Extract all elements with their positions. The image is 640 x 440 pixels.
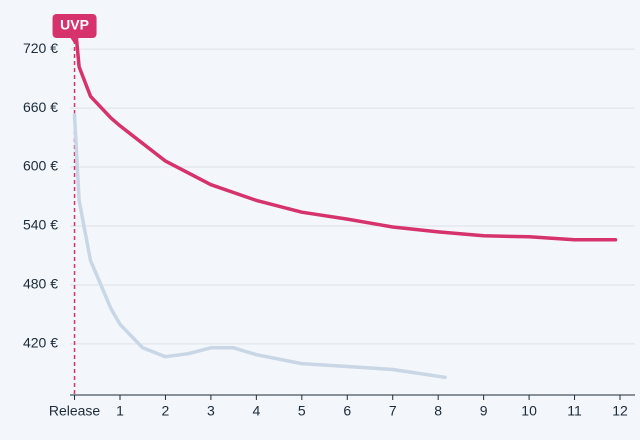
x-tick-label: 12 xyxy=(612,403,628,419)
y-tick-label: 480 € xyxy=(23,276,58,292)
annotation: UVP xyxy=(52,14,97,44)
x-tick-label: 10 xyxy=(521,403,537,419)
y-tick-label: 600 € xyxy=(23,158,58,174)
y-tick-label: 540 € xyxy=(23,217,58,233)
y-tick-label: 720 € xyxy=(23,40,58,56)
x-tick-label: 4 xyxy=(252,403,260,419)
annotation-pointer xyxy=(70,38,79,44)
annotation-label: UVP xyxy=(60,17,89,33)
x-tick-label: 7 xyxy=(389,403,397,419)
x-tick-label: 11 xyxy=(567,403,582,419)
x-tick-label: 5 xyxy=(298,403,306,419)
series-line xyxy=(72,113,447,380)
y-tick-label: 420 € xyxy=(23,335,58,351)
x-tick-label: 3 xyxy=(207,403,215,419)
annotation-box xyxy=(52,14,97,38)
x-tick-label: Release xyxy=(49,403,101,419)
y-tick-label: 660 € xyxy=(23,99,58,115)
series-line xyxy=(72,15,618,242)
x-tick-label: 6 xyxy=(343,403,351,419)
x-tick-label: 8 xyxy=(434,403,442,419)
x-tick-label: 2 xyxy=(162,403,170,419)
x-tick-label: 9 xyxy=(480,403,488,419)
x-tick-label: 1 xyxy=(116,403,124,419)
